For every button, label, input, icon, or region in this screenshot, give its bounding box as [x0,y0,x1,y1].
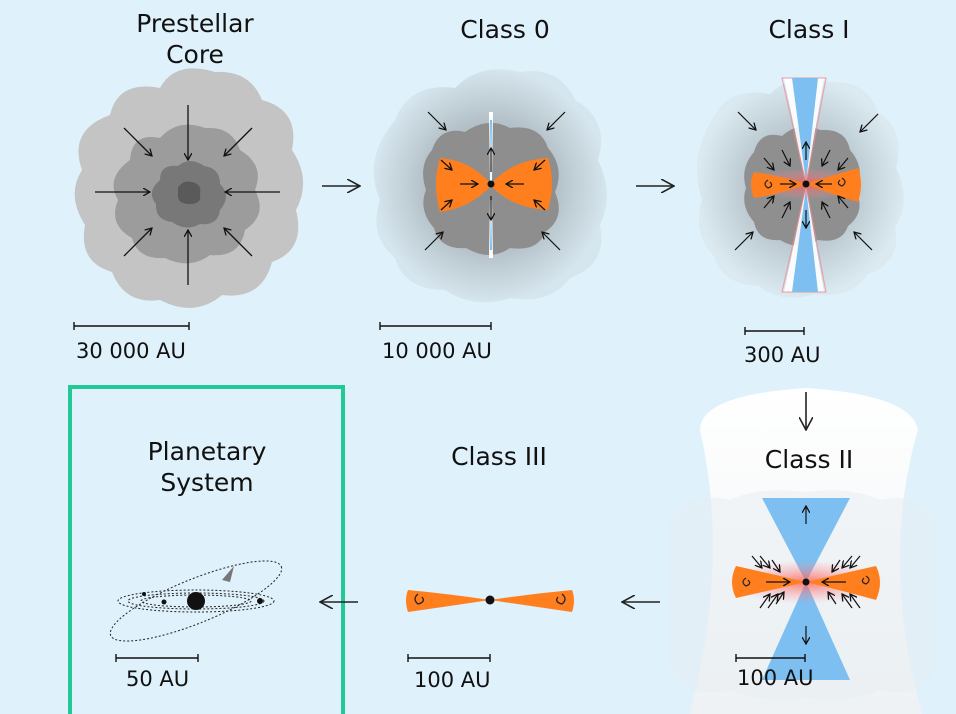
scale-bar-class3 [407,654,491,662]
title-class0-line1: Class 0 [460,15,550,44]
scale-bars [73,322,806,662]
scale-label-prestellar: 30 000 AU [76,339,186,363]
stage-arrows [320,186,806,602]
title-planetary: Planetary System [112,436,302,499]
title-planetary-line1: Planetary [147,437,267,466]
title-class1: Class I [714,14,904,45]
scale-label-class0: 10 000 AU [382,339,492,363]
title-class3: Class III [404,441,594,472]
class1-outflow [781,77,827,293]
scale-bar-prestellar [73,322,190,330]
title-planetary-line2: System [160,468,254,498]
class1-infall-arrows [734,111,879,251]
title-prestellar-line1: Prestellar [136,9,254,38]
scale-bar-class2 [735,654,806,662]
class3-disk [406,590,574,612]
planetary-highlight-frame [68,385,345,714]
title-class2: Class II [714,444,904,475]
prestellar-infall-arrows [95,105,280,285]
title-class3-line1: Class III [451,442,547,471]
scale-bar-class0 [379,322,492,330]
scale-label-class3: 100 AU [414,668,491,692]
scale-label-class2: 100 AU [737,666,814,690]
class2-accretion-arrows [751,506,861,644]
title-class1-line1: Class I [768,15,850,44]
scale-label-planetary: 50 AU [126,667,190,691]
class0-disk [436,158,552,212]
title-prestellar-line2: Core [166,40,224,70]
prestellar-core-cloud [74,68,304,308]
class1-disk [748,168,864,202]
title-prestellar: Prestellar Core [100,8,290,71]
scale-label-class1: 300 AU [744,343,821,367]
scale-bar-class1 [744,327,805,335]
class2-disk [728,560,884,604]
scale-bar-planetary [115,654,199,662]
planetary-bodies [142,566,263,610]
title-class0: Class 0 [410,14,600,45]
class0-infall-arrows [424,111,566,251]
title-class2-line1: Class II [764,445,854,474]
